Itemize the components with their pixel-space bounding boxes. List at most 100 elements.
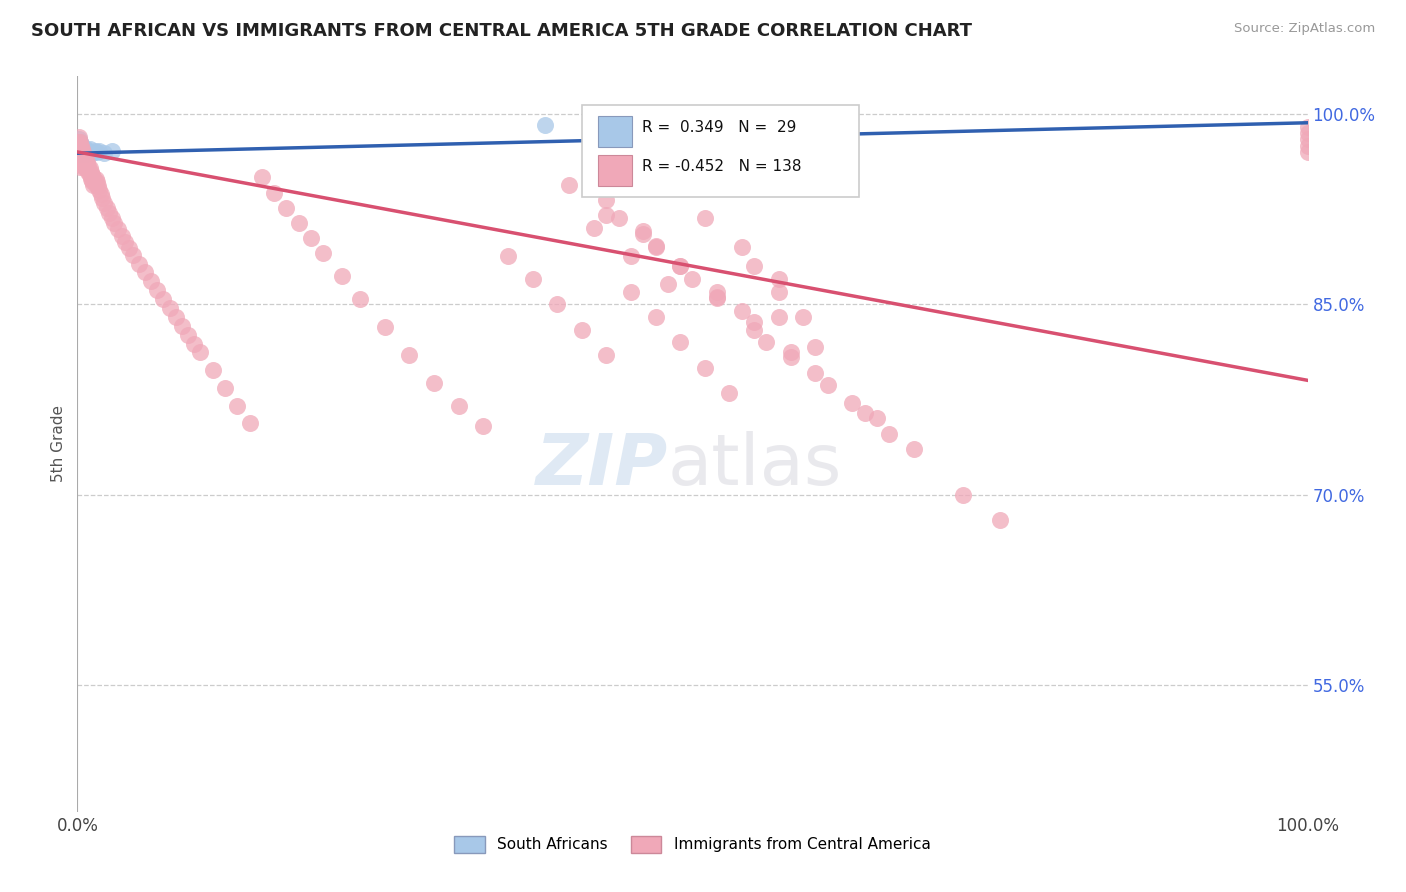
Point [620,249,643,263]
Point [69,135,91,149]
Point [595,208,617,222]
Point [952,487,974,501]
Point [669,259,692,273]
Point [1296,132,1319,146]
Point [70,145,93,159]
Point [299,231,322,245]
Point [67,144,90,158]
Point [330,269,353,284]
Point [146,283,169,297]
Text: Source: ZipAtlas.com: Source: ZipAtlas.com [1234,22,1375,36]
Point [607,211,630,225]
Point [288,216,311,230]
FancyBboxPatch shape [582,105,859,197]
Point [657,277,679,291]
Point [398,348,420,362]
Point [103,216,125,230]
Point [90,186,112,201]
Point [75,153,97,167]
Point [77,144,100,158]
Point [188,345,212,359]
Point [70,144,93,158]
Point [73,144,96,158]
Point [83,144,105,158]
Point [633,227,655,242]
Point [177,327,200,342]
Point [101,211,124,225]
Point [693,211,716,225]
Point [159,301,181,315]
Point [76,155,98,169]
Point [79,168,101,182]
Point [70,140,93,154]
Point [165,310,187,324]
Point [866,411,889,425]
Point [693,360,716,375]
Point [72,145,94,159]
Point [423,376,446,390]
Point [583,221,606,235]
Point [70,145,93,159]
Point [80,171,103,186]
Point [239,417,262,431]
Point [69,142,91,156]
Point [107,222,129,236]
Point [706,291,728,305]
Point [558,178,581,192]
Point [67,140,90,154]
Point [595,193,617,207]
Point [67,135,90,149]
Text: SOUTH AFRICAN VS IMMIGRANTS FROM CENTRAL AMERICA 5TH GRADE CORRELATION CHART: SOUTH AFRICAN VS IMMIGRANTS FROM CENTRAL… [31,22,972,40]
Point [69,153,91,168]
Point [682,272,704,286]
Y-axis label: 5th Grade: 5th Grade [51,405,66,483]
Point [706,285,728,299]
Point [792,310,814,324]
Point [312,246,335,260]
Point [90,191,114,205]
Point [853,406,876,420]
Point [118,241,141,255]
Point [546,297,568,311]
Point [1296,138,1319,153]
Point [72,158,94,172]
Point [183,336,205,351]
Point [447,399,470,413]
Point [472,419,495,434]
Point [70,158,93,172]
Point [82,178,104,192]
Point [742,322,765,336]
Point [134,265,156,279]
Point [73,149,96,163]
Point [226,399,249,413]
Point [128,257,150,271]
Point [817,378,839,392]
Point [496,249,519,263]
Point [534,118,557,132]
Point [69,160,91,174]
Point [72,142,94,156]
Text: R =  0.349   N =  29: R = 0.349 N = 29 [643,120,796,135]
Point [988,513,1011,527]
Point [70,141,93,155]
Point [89,183,111,197]
Point [67,147,90,161]
Point [1296,120,1319,134]
Point [903,442,925,456]
Point [67,136,90,150]
Point [250,170,273,185]
Point [731,303,754,318]
Point [879,426,901,441]
Point [70,149,93,163]
Point [633,224,655,238]
Point [77,165,100,179]
Point [67,129,90,144]
Point [72,146,94,161]
Point [72,151,94,165]
Point [83,174,105,188]
Point [571,322,593,336]
Point [84,178,107,192]
Point [114,235,136,249]
Point [669,259,692,273]
Point [98,206,121,220]
